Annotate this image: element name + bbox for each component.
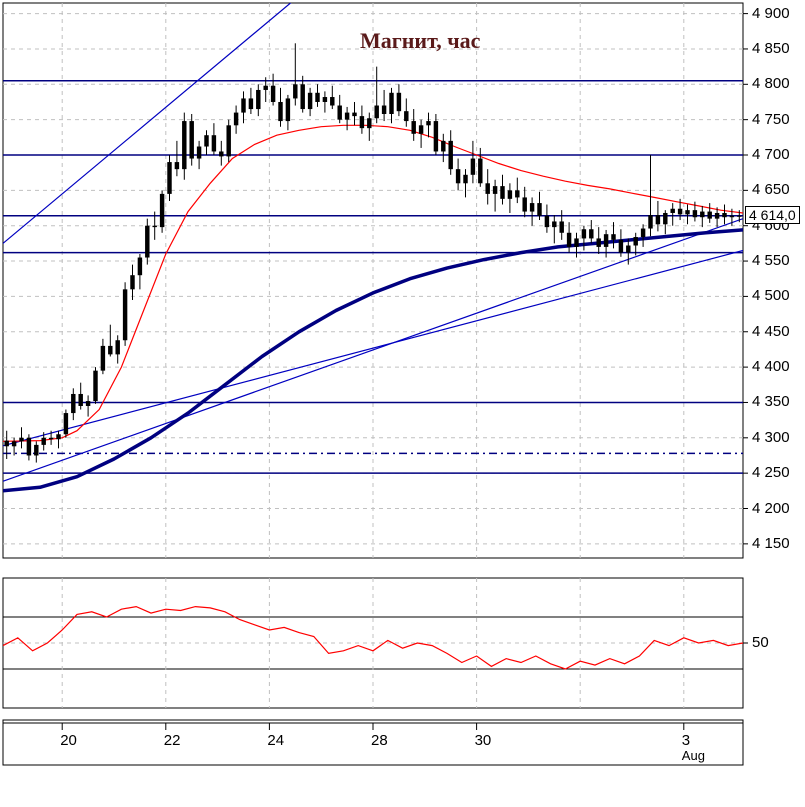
y-tick-label: 4 150: [752, 535, 790, 552]
y-tick-label: 4 200: [752, 500, 790, 517]
y-tick-label: 4 650: [752, 181, 790, 198]
current-price-marker: 4 614,0: [745, 206, 800, 224]
x-month-label: Aug: [682, 748, 705, 763]
y-tick-label: 4 250: [752, 464, 790, 481]
y-tick-label: 4 550: [752, 252, 790, 269]
y-tick-label: 4 800: [752, 75, 790, 92]
y-tick-label: 4 450: [752, 323, 790, 340]
y-tick-label: 4 500: [752, 287, 790, 304]
chart-svg: [0, 0, 805, 807]
y-tick-label: 4 700: [752, 146, 790, 163]
x-tick-label: 3: [682, 732, 690, 749]
y-tick-label: 4 300: [752, 429, 790, 446]
indicator-y-label: 50: [752, 634, 769, 651]
x-tick-label: 22: [164, 732, 181, 749]
y-tick-label: 4 900: [752, 5, 790, 22]
x-tick-label: 30: [475, 732, 492, 749]
x-tick-label: 20: [60, 732, 77, 749]
y-tick-label: 4 400: [752, 358, 790, 375]
x-tick-label: 28: [371, 732, 388, 749]
chart-title: Магнит, час: [360, 28, 480, 54]
y-tick-label: 4 350: [752, 393, 790, 410]
y-tick-label: 4 750: [752, 111, 790, 128]
y-tick-label: 4 850: [752, 40, 790, 57]
chart-container: Магнит, час 4 150 4 200 4 250 4 300 4 350 4 4…: [0, 0, 805, 807]
x-tick-label: 24: [267, 732, 284, 749]
